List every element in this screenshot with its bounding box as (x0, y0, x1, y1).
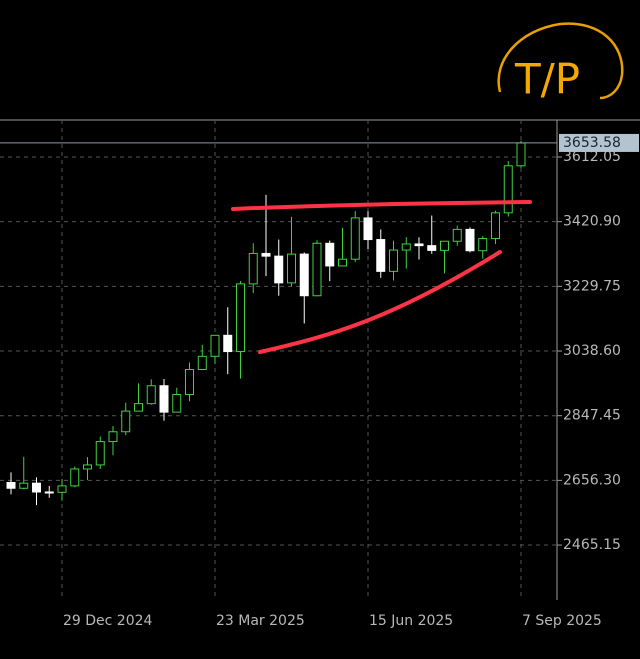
candle-body (108, 431, 118, 443)
plot: 2465.15 2656.30 2847.45 3038.60 3229.75 3420.… (0, 120, 621, 629)
candle-body (223, 334, 233, 353)
annotation: T/P (514, 55, 580, 104)
x-tick-label: 15 Jun 2025 (369, 613, 453, 629)
candle-body (299, 253, 309, 297)
candle-body (197, 355, 207, 370)
y-tick-label: 2656.30 (563, 472, 621, 488)
candle-body (159, 385, 169, 413)
candle-body (478, 238, 488, 252)
x-tick-label: 7 Sep 2025 (522, 613, 602, 629)
x-tick-label: 29 Dec 2024 (63, 613, 153, 629)
candle-body (325, 242, 335, 267)
candle-body (414, 243, 424, 247)
x-tick-label: 23 Mar 2025 (216, 613, 305, 629)
y-tick-label: 3229.75 (563, 278, 621, 294)
candle-body (6, 482, 16, 489)
support-line (258, 250, 502, 354)
candle-body (287, 253, 296, 284)
candle-body (274, 255, 284, 284)
candle-body (210, 334, 220, 357)
candle-body (134, 403, 143, 412)
candle-body (70, 468, 80, 487)
y-tick-label: 3612.05 (563, 149, 621, 165)
candle-body (312, 242, 322, 297)
candle-body (389, 249, 398, 272)
candle-body (185, 368, 194, 396)
price-label-box (559, 133, 639, 152)
candle-body (465, 228, 475, 252)
candle-body (363, 217, 373, 241)
price-label: 3653.58 (563, 135, 621, 151)
y-tick-label: 2465.15 (563, 537, 621, 553)
candle-body (32, 482, 41, 493)
candle-body (452, 228, 462, 242)
y-tick-label: 3420.90 (563, 214, 621, 230)
y-tick-label: 2847.45 (563, 408, 621, 424)
y-tick-label: 3038.60 (563, 343, 621, 359)
candle-body (248, 252, 258, 285)
candle-body (83, 464, 92, 470)
candle-body (440, 240, 449, 251)
candle-body (350, 217, 360, 260)
candle-body (146, 385, 156, 405)
candle-body (376, 239, 386, 272)
resistance-line (231, 200, 532, 211)
candle-body (401, 243, 411, 251)
candle-body (57, 485, 67, 493)
candle-body (44, 491, 54, 494)
candle-body (516, 142, 526, 167)
candle-body (19, 482, 29, 489)
candle-body (236, 283, 245, 353)
candle-body (338, 258, 347, 267)
candle-body (95, 441, 105, 466)
candle-body (172, 394, 182, 413)
candle-body (261, 252, 271, 257)
scribble (497, 22, 624, 100)
candle-body (491, 212, 500, 240)
candle-body (427, 245, 437, 251)
candle-body (121, 410, 131, 433)
candle-body (503, 165, 513, 214)
